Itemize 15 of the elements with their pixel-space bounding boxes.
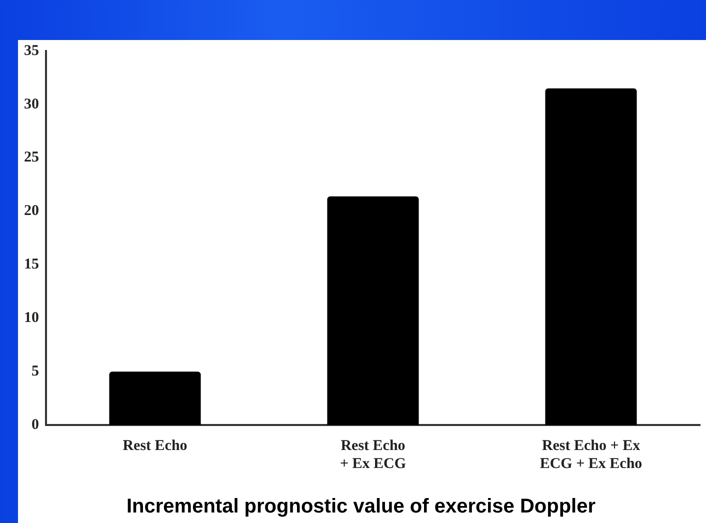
bar [327, 196, 419, 425]
x-tick-label: Rest Echo + Ex ECG + Ex Echo [540, 438, 642, 472]
y-tick-label: 20 [24, 203, 39, 220]
x-tick-label: Rest Echo [122, 438, 188, 454]
y-tick-label: 10 [24, 310, 39, 326]
y-tick-label: 35 [24, 42, 39, 59]
y-tick-label: 15 [24, 256, 39, 273]
y-tick-label: 25 [24, 150, 39, 166]
x-tick-label: Rest Echo + Ex ECG [340, 438, 406, 472]
text: Incremental prognostic value of exercise Doppler [126, 496, 596, 518]
bar [109, 372, 201, 425]
bar [545, 88, 637, 425]
y-tick-label: 5 [32, 363, 39, 380]
y-tick-label: 0 [32, 416, 39, 433]
y-tick-label: 30 [24, 96, 39, 112]
